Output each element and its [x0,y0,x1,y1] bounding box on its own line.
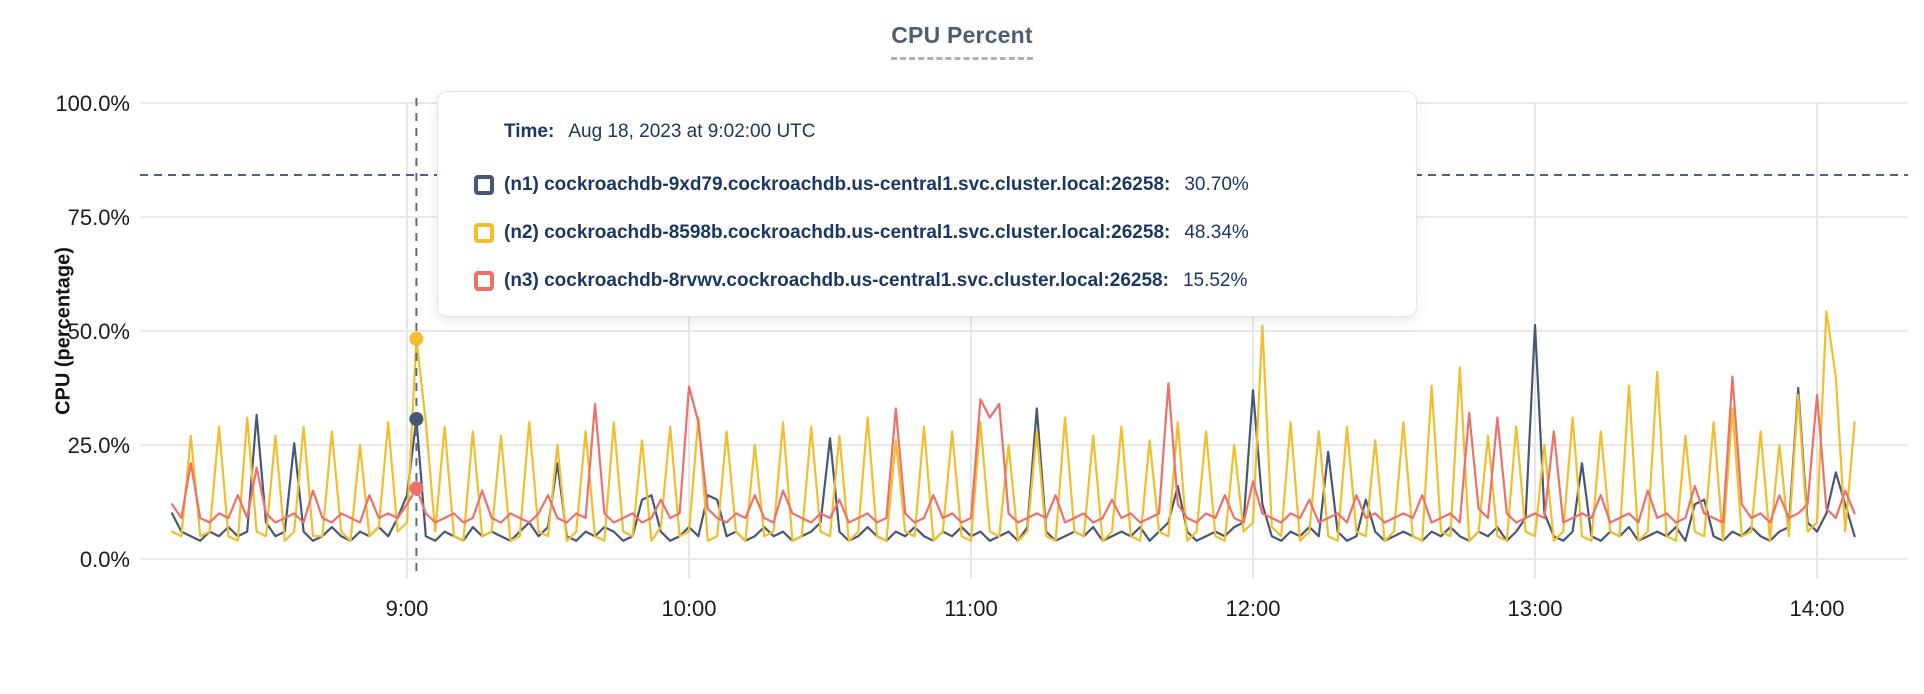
hover-tooltip: Time: Aug 18, 2023 at 9:02:00 UTC (n1) c… [437,91,1417,317]
tooltip-series-row: (n2) cockroachdb-8598b.cockroachdb.us-ce… [474,219,1416,246]
series-value-n3: 15.52% [1182,269,1248,291]
tooltip-time-row: Time: Aug 18, 2023 at 9:02:00 UTC [504,118,1416,145]
chart-title: CPU Percent [891,22,1033,60]
svg-text:13:00: 13:00 [1507,596,1562,621]
series-name-n3: (n3) cockroachdb-8rvwv.cockroachdb.us-ce… [504,269,1169,291]
hover-dot-n2 [409,331,424,346]
series-swatch-n3 [474,270,494,291]
tooltip-time-value: Aug 18, 2023 at 9:02:00 UTC [568,120,816,142]
series-line-n3 [170,375,1856,524]
tooltip-time-label: Time: [504,120,555,142]
series-line-n2 [170,310,1856,542]
series-line-n1 [170,324,1856,542]
series-swatch-n2 [474,222,494,243]
svg-text:0.0%: 0.0% [80,547,130,572]
tooltip-series-row: (n3) cockroachdb-8rvwv.cockroachdb.us-ce… [474,267,1416,294]
hover-dot-n1 [409,412,424,427]
svg-text:50.0%: 50.0% [68,319,130,344]
svg-text:100.0%: 100.0% [55,91,130,116]
svg-text:12:00: 12:00 [1225,596,1280,621]
x-tick-labels: 9:00 10:00 11:00 12:00 13:00 14:00 [386,596,1845,621]
svg-text:11:00: 11:00 [944,596,997,621]
series-name-n2: (n2) cockroachdb-8598b.cockroachdb.us-ce… [504,221,1171,243]
svg-text:9:00: 9:00 [386,596,429,621]
y-tick-labels: 100.0% 75.0% 50.0% 25.0% 0.0% [55,91,130,572]
series-value-n2: 48.34% [1184,221,1249,243]
svg-text:75.0%: 75.0% [68,205,130,230]
svg-text:14:00: 14:00 [1789,596,1844,621]
chart-title-wrap: CPU Percent [0,22,1924,60]
svg-text:25.0%: 25.0% [68,433,130,458]
tooltip-series-row: (n1) cockroachdb-9xd79.cockroachdb.us-ce… [474,171,1416,198]
series-value-n1: 30.70% [1184,173,1249,195]
series-name-n1: (n1) cockroachdb-9xd79.cockroachdb.us-ce… [504,173,1171,195]
hover-dot-n3 [409,481,424,496]
series-swatch-n1 [474,174,494,195]
svg-text:10:00: 10:00 [661,596,716,621]
